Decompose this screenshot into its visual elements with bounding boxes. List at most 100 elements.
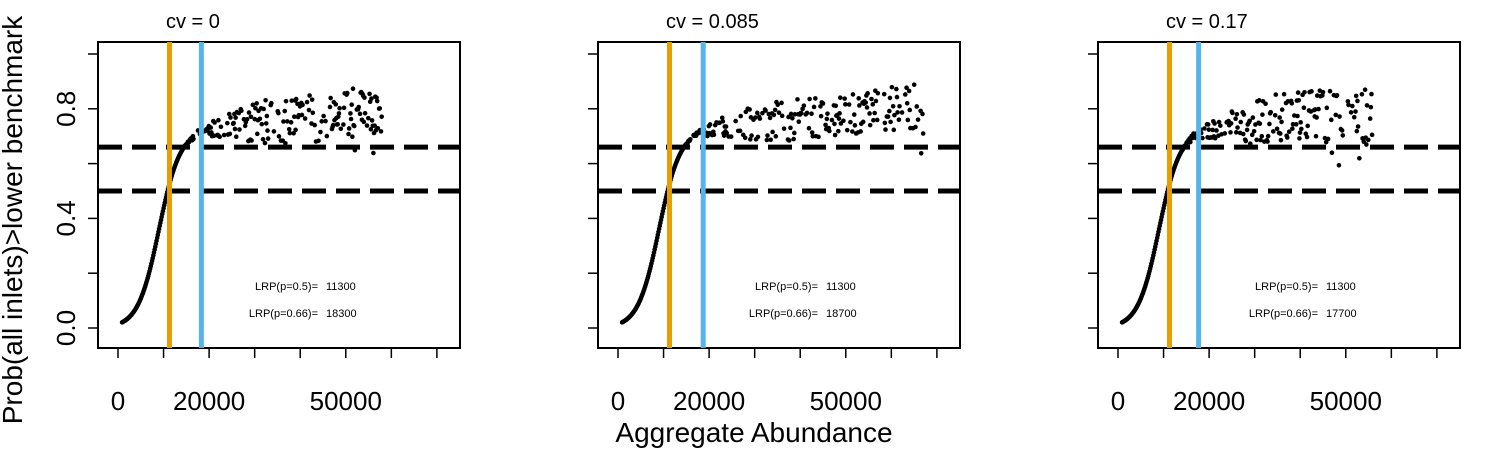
data-point xyxy=(216,117,221,123)
data-point xyxy=(281,119,286,124)
data-point xyxy=(894,94,900,100)
data-point xyxy=(1214,128,1219,133)
data-point xyxy=(261,106,266,112)
data-point xyxy=(1265,139,1270,144)
data-point xyxy=(891,127,897,133)
data-point xyxy=(286,126,292,132)
data-point xyxy=(786,114,791,120)
data-point xyxy=(1337,114,1342,119)
annotation-value: 11300 xyxy=(826,281,856,293)
data-point xyxy=(1279,107,1285,112)
data-point xyxy=(1235,125,1240,130)
data-point xyxy=(1259,133,1265,139)
data-point xyxy=(232,126,238,132)
data-point xyxy=(832,121,837,127)
annotation-label: LRP(p=0.5)= xyxy=(255,281,318,293)
data-point xyxy=(1256,98,1262,103)
data-point xyxy=(338,126,344,132)
data-point xyxy=(1241,112,1247,117)
panel-3: cv = 0.17 0 20000 50000 LRP(p=0.5)= 11300 LRP(… xyxy=(1088,11,1461,416)
data-point xyxy=(257,116,263,122)
data-point xyxy=(1188,139,1193,145)
data-point xyxy=(860,119,866,125)
data-point xyxy=(881,91,887,97)
data-point xyxy=(263,121,269,126)
data-point xyxy=(369,96,374,101)
data-point xyxy=(848,119,853,125)
data-point xyxy=(365,115,371,121)
data-point xyxy=(1359,91,1365,97)
plot-frame xyxy=(97,41,461,349)
data-point xyxy=(770,129,775,135)
data-point xyxy=(1240,131,1246,137)
data-point xyxy=(1336,162,1342,168)
panel-title: cv = 0.17 xyxy=(1166,11,1248,33)
data-point xyxy=(836,128,841,134)
data-point xyxy=(1316,106,1321,112)
data-point xyxy=(885,114,891,119)
data-point xyxy=(255,131,260,137)
data-point xyxy=(863,100,869,105)
data-point xyxy=(790,115,795,121)
data-point xyxy=(288,120,294,125)
data-point xyxy=(765,133,770,138)
data-point xyxy=(753,115,758,120)
data-point xyxy=(1279,119,1284,125)
data-point xyxy=(827,128,832,134)
data-point xyxy=(788,111,794,117)
data-point xyxy=(1368,104,1374,110)
data-point xyxy=(283,141,288,146)
data-point xyxy=(374,98,380,104)
data-point xyxy=(799,110,804,116)
data-point xyxy=(779,100,784,106)
data-point xyxy=(1301,105,1307,111)
data-point xyxy=(217,134,222,140)
data-point xyxy=(367,91,372,97)
annotation-value: 18300 xyxy=(326,308,357,320)
data-point xyxy=(259,121,265,127)
annotation-label: LRP(p=0.5)= xyxy=(1255,281,1318,293)
data-point xyxy=(262,140,268,146)
data-point xyxy=(356,104,362,110)
data-point xyxy=(757,116,763,121)
data-point xyxy=(1263,101,1268,107)
y-axis-title: Prob(all inlets)>lower benchmark xyxy=(0,15,28,425)
data-point xyxy=(1340,133,1346,138)
data-point xyxy=(773,134,779,139)
data-point xyxy=(1230,110,1235,116)
data-point xyxy=(806,125,812,131)
data-point xyxy=(269,100,274,106)
data-point xyxy=(905,117,911,123)
data-point xyxy=(747,137,753,142)
data-point xyxy=(231,120,237,126)
data-point xyxy=(242,123,248,129)
data-point xyxy=(1325,136,1331,142)
data-point xyxy=(346,126,352,131)
data-point xyxy=(833,103,839,109)
data-point xyxy=(1251,129,1257,134)
data-point xyxy=(887,108,892,114)
data-point xyxy=(873,98,879,104)
data-point xyxy=(372,123,377,128)
panel-title: cv = 0.085 xyxy=(666,11,759,33)
data-point xyxy=(284,119,290,124)
data-point xyxy=(1339,128,1345,133)
data-point xyxy=(1200,135,1205,141)
data-point xyxy=(724,130,729,136)
data-point xyxy=(221,132,227,138)
data-point xyxy=(1328,117,1334,123)
data-point xyxy=(742,135,748,141)
data-point xyxy=(1247,118,1252,124)
data-point xyxy=(791,136,796,142)
data-point xyxy=(1257,121,1263,126)
annotation-label: LRP(p=0.66)= xyxy=(749,308,818,320)
data-point xyxy=(1295,113,1300,119)
data-point xyxy=(327,104,333,110)
annotation-value: 11300 xyxy=(326,281,356,293)
data-point xyxy=(850,129,855,134)
data-point xyxy=(869,96,874,102)
data-point xyxy=(319,119,325,124)
x-tick-label: 50000 xyxy=(810,386,882,416)
x-tick-label: 20000 xyxy=(673,386,745,416)
